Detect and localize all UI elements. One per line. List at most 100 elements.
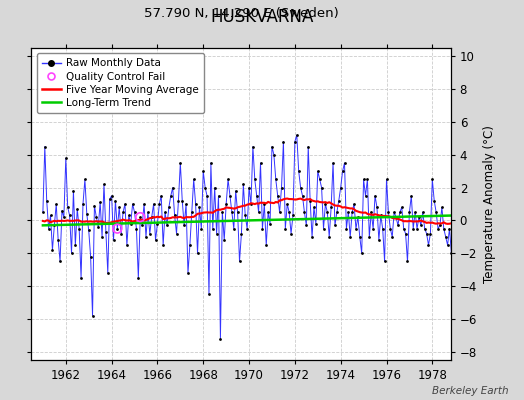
Point xyxy=(319,226,328,232)
Point xyxy=(239,181,247,188)
Y-axis label: Temperature Anomaly (°C): Temperature Anomaly (°C) xyxy=(483,125,496,283)
Point xyxy=(422,230,431,237)
Point xyxy=(170,212,179,219)
Point xyxy=(197,226,205,232)
Point xyxy=(313,168,322,174)
Point xyxy=(449,226,457,232)
Point xyxy=(243,226,252,232)
Point xyxy=(438,204,446,210)
Point xyxy=(419,209,427,216)
Point xyxy=(292,132,301,138)
Point xyxy=(258,226,267,232)
Point xyxy=(371,192,379,199)
Point xyxy=(195,204,204,210)
Point xyxy=(178,198,187,204)
Point xyxy=(41,143,49,150)
Point xyxy=(430,198,439,204)
Point xyxy=(94,224,103,230)
Title: 57.790 N, 14.290 E (Sweden): 57.790 N, 14.290 E (Sweden) xyxy=(144,8,339,20)
Point xyxy=(205,291,213,298)
Point xyxy=(344,209,353,216)
Point xyxy=(75,226,83,232)
Point xyxy=(45,226,53,232)
Point xyxy=(68,250,76,256)
Point xyxy=(253,192,261,199)
Point xyxy=(81,176,89,182)
Point xyxy=(90,202,99,209)
Point xyxy=(401,230,410,237)
Point xyxy=(69,188,78,194)
Point xyxy=(140,201,148,207)
Point xyxy=(136,214,145,220)
Point xyxy=(352,226,360,232)
Point xyxy=(340,160,348,166)
Point xyxy=(176,160,184,166)
Point xyxy=(287,230,295,237)
Point xyxy=(260,201,268,207)
Point xyxy=(398,204,406,210)
Point xyxy=(276,209,284,216)
Point xyxy=(443,242,452,248)
Point xyxy=(241,212,249,219)
Point xyxy=(297,184,305,191)
Point xyxy=(321,201,330,207)
Point xyxy=(256,160,265,166)
Point xyxy=(115,204,124,210)
Point xyxy=(331,222,339,228)
Point xyxy=(235,258,244,265)
Point xyxy=(442,234,450,240)
Point xyxy=(409,226,418,232)
Point xyxy=(132,226,140,232)
Point xyxy=(271,176,280,182)
Point xyxy=(71,242,80,248)
Point xyxy=(407,192,416,199)
Point xyxy=(136,214,145,220)
Point xyxy=(73,206,81,212)
Point xyxy=(188,209,196,216)
Point xyxy=(357,250,366,256)
Point xyxy=(329,160,337,166)
Point xyxy=(54,237,62,243)
Point xyxy=(58,207,66,214)
Point xyxy=(388,234,397,240)
Point xyxy=(86,253,95,260)
Point xyxy=(342,226,351,232)
Point xyxy=(113,226,122,232)
Point xyxy=(440,226,448,232)
Point xyxy=(335,198,343,204)
Point xyxy=(123,242,131,248)
Point xyxy=(383,176,391,182)
Point xyxy=(336,184,345,191)
Point xyxy=(169,184,177,191)
Point xyxy=(199,168,208,174)
Point xyxy=(405,209,413,216)
Point xyxy=(89,312,97,319)
Point xyxy=(281,226,290,232)
Point xyxy=(56,258,64,265)
Point xyxy=(420,226,429,232)
Point xyxy=(359,176,368,182)
Point xyxy=(42,198,51,204)
Point xyxy=(428,176,436,182)
Point xyxy=(270,152,278,158)
Point xyxy=(399,226,408,232)
Point xyxy=(302,222,311,228)
Point xyxy=(264,209,272,216)
Point xyxy=(426,230,434,237)
Point xyxy=(138,222,146,228)
Point xyxy=(304,143,312,150)
Point xyxy=(60,214,68,220)
Point xyxy=(432,209,440,216)
Point xyxy=(377,212,385,219)
Point xyxy=(375,237,383,243)
Point xyxy=(77,275,85,281)
Point xyxy=(83,211,91,217)
Point xyxy=(121,201,129,207)
Point xyxy=(203,192,211,199)
Point xyxy=(214,192,223,199)
Point xyxy=(201,184,210,191)
Point xyxy=(52,201,60,207)
Point xyxy=(230,226,238,232)
Point xyxy=(354,214,362,220)
Point xyxy=(365,234,374,240)
